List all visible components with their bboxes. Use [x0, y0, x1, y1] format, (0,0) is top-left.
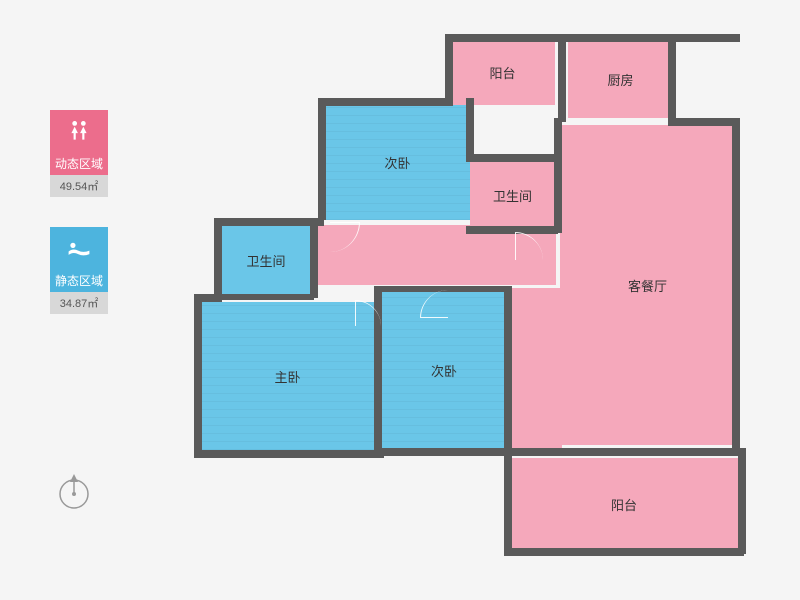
- room-label-bathroom_left: 卫生间: [246, 251, 285, 270]
- wall-16: [668, 118, 740, 126]
- room-label-bathroom_right: 卫生间: [493, 186, 532, 205]
- room-label-balcony_top: 阳台: [489, 63, 515, 82]
- wall-8: [194, 450, 384, 458]
- wall-3: [318, 98, 326, 220]
- wall-27: [504, 448, 744, 456]
- wall-1: [445, 34, 453, 106]
- legend: 动态区域 49.54㎡ 静态区域 34.87㎡: [50, 110, 108, 344]
- room-label-bedroom2_top: 次卧: [384, 153, 410, 172]
- wall-14: [732, 118, 740, 453]
- legend-static-label: 静态区域: [50, 269, 108, 292]
- wall-19: [466, 154, 558, 162]
- legend-dynamic-value: 49.54㎡: [50, 175, 108, 197]
- dynamic-zone-icon: [50, 110, 108, 152]
- wall-4: [214, 218, 324, 226]
- room-master_bedroom: 主卧: [200, 302, 375, 450]
- wall-15: [558, 34, 566, 122]
- room-kitchen: 厨房: [568, 40, 673, 118]
- legend-static-value: 34.87㎡: [50, 292, 108, 314]
- static-zone-icon: [50, 227, 108, 269]
- wall-12: [504, 548, 744, 556]
- wall-18: [554, 118, 562, 233]
- room-label-bedroom2_mid: 次卧: [431, 361, 457, 380]
- legend-dynamic-label: 动态区域: [50, 152, 108, 175]
- floorplan: 阳台厨房次卧卫生间客餐厅卫生间主卧次卧阳台: [190, 30, 770, 575]
- compass-icon: [56, 470, 92, 506]
- room-label-kitchen: 厨房: [607, 70, 633, 89]
- wall-2: [318, 98, 448, 106]
- room-bathroom_right: 卫生间: [470, 160, 555, 230]
- wall-20: [466, 98, 474, 160]
- wall-0: [445, 34, 740, 42]
- wall-26: [214, 294, 314, 300]
- room-balcony_top: 阳台: [450, 40, 555, 105]
- wall-24: [504, 286, 512, 454]
- wall-13: [738, 448, 746, 554]
- wall-21: [466, 226, 558, 234]
- room-balcony_bottom: 阳台: [510, 458, 738, 550]
- room-living: 客餐厅: [560, 125, 735, 445]
- room-label-living: 客餐厅: [628, 276, 667, 295]
- room-hallway2: [510, 288, 562, 448]
- wall-17: [668, 34, 676, 122]
- room-bedroom2_top: 次卧: [325, 105, 470, 220]
- wall-10: [376, 448, 506, 456]
- wall-7: [194, 294, 202, 454]
- wall-5: [214, 218, 222, 298]
- room-label-master_bedroom: 主卧: [274, 367, 300, 386]
- legend-static: 静态区域 34.87㎡: [50, 227, 108, 314]
- legend-dynamic: 动态区域 49.54㎡: [50, 110, 108, 197]
- wall-11: [504, 448, 512, 554]
- room-bathroom_left: 卫生间: [220, 225, 312, 295]
- room-label-balcony_bottom: 阳台: [611, 495, 637, 514]
- wall-22: [310, 218, 318, 298]
